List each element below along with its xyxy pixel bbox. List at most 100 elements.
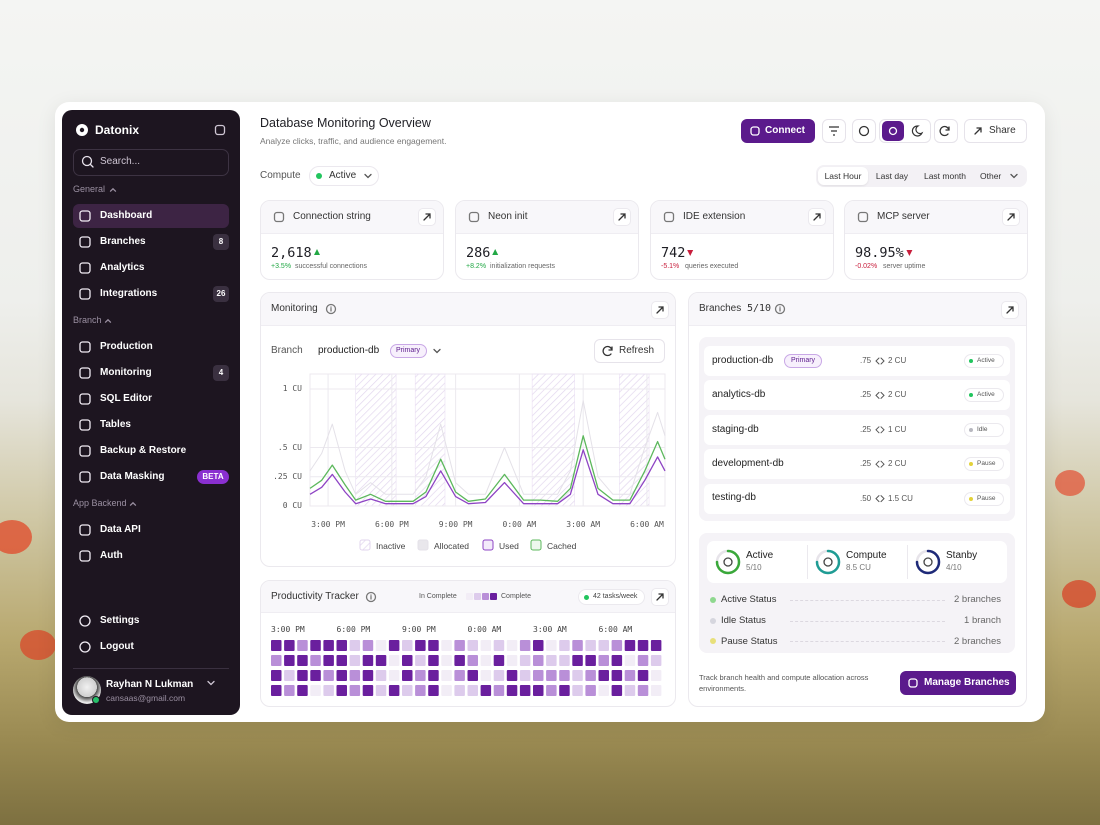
nav-active <box>73 204 229 228</box>
y-tick-label: 1 CU <box>282 384 302 394</box>
poppy <box>20 630 56 660</box>
nav-item[interactable]: Data API <box>100 523 141 535</box>
nav-item[interactable]: Settings <box>100 614 140 626</box>
stat-value: 286 <box>466 244 491 261</box>
filter-button[interactable] <box>822 119 846 143</box>
compute-select[interactable] <box>309 166 379 186</box>
branch-row[interactable] <box>704 483 1010 514</box>
panel-open[interactable] <box>651 588 669 606</box>
time-filter[interactable]: Last Hour <box>824 170 862 181</box>
nav-item[interactable]: Auth <box>100 549 123 561</box>
x-tick-label: 6:00 AM <box>630 520 664 530</box>
page-subtitle: Analyze clicks, traffic, and audience en… <box>260 135 447 146</box>
nav-item[interactable]: Branches <box>100 235 146 247</box>
nav-item[interactable]: SQL Editor <box>100 392 153 404</box>
nav-item[interactable]: Backup & Restore <box>100 444 187 456</box>
primary-badge-text: Primary <box>790 356 816 364</box>
tasks-badge: 42 tasks/week <box>593 592 638 600</box>
manage-button[interactable] <box>900 671 1016 695</box>
branch-row[interactable] <box>704 346 1010 376</box>
branch-ratio: .25 <box>860 390 872 400</box>
status-dot <box>969 462 973 467</box>
y-tick-label: .25 CU <box>273 471 302 481</box>
status-pill <box>964 422 1004 437</box>
nav-badge <box>213 365 229 381</box>
primary-badge <box>784 354 822 368</box>
summary-value: 8.5 CU <box>846 563 871 573</box>
branch-ratio: .25 <box>860 424 872 434</box>
status-dot <box>969 427 973 432</box>
x-tick-label: 3:00 AM <box>566 520 601 530</box>
nav-item[interactable]: Data Masking <box>100 470 165 482</box>
panel-title: Branches <box>699 302 742 314</box>
user-name: Rayhan N Lukman <box>106 678 194 690</box>
time-filter-group <box>816 165 1027 187</box>
nav-item[interactable]: Logout <box>100 640 134 652</box>
nav-badge-text: 8 <box>218 237 224 247</box>
branch-row[interactable] <box>704 380 1010 411</box>
branch-count: 5/10 <box>747 302 772 314</box>
section-title: Branch <box>73 315 102 326</box>
refresh-label: Refresh <box>619 344 655 356</box>
stat-open[interactable] <box>1002 208 1020 226</box>
compute-label: Compute <box>260 169 301 181</box>
column-label: 6:00 AM <box>598 625 633 635</box>
status-pill <box>964 457 1004 472</box>
stat-card-header <box>651 201 833 234</box>
light-button[interactable] <box>882 121 904 141</box>
share-button[interactable] <box>964 119 1027 143</box>
primary-badge <box>390 344 427 358</box>
time-filter-active <box>818 167 868 185</box>
monitoring-header <box>261 293 675 326</box>
status-dot <box>710 638 716 645</box>
nav-item[interactable]: Dashboard <box>100 209 153 221</box>
nav-item[interactable]: Integrations <box>100 287 158 299</box>
share-label: Share <box>989 124 1016 136</box>
branch-footer: Track branch health and compute allocati… <box>699 673 869 693</box>
nav-item[interactable]: Production <box>100 340 153 352</box>
online-dot <box>92 696 100 704</box>
tasks-dot <box>584 595 589 600</box>
stat-title: IDE extension <box>683 210 746 222</box>
user-email: cansaas@gmail.com <box>106 692 186 703</box>
manage-label: Manage Branches <box>924 676 1010 688</box>
branch-compute: 2 CU <box>888 459 907 469</box>
stat-open[interactable] <box>613 208 631 226</box>
branch-name: production-db <box>712 354 774 366</box>
nav-badge-text: 26 <box>216 289 226 299</box>
branch-row[interactable] <box>704 414 1010 445</box>
bell-button[interactable] <box>852 119 876 143</box>
time-filter[interactable]: Other <box>980 170 1002 181</box>
column-label: 3:00 AM <box>533 625 567 635</box>
branch-row[interactable] <box>704 449 1010 480</box>
panel-open[interactable] <box>1001 301 1019 319</box>
time-filter[interactable]: Last day <box>875 170 909 181</box>
stat-value: 98.95% <box>855 244 904 261</box>
nav-item[interactable]: Monitoring <box>100 366 152 378</box>
refresh-chart[interactable] <box>594 339 665 363</box>
search-box[interactable] <box>73 149 229 176</box>
nav-item[interactable]: Analytics <box>100 261 145 273</box>
stat-open[interactable] <box>808 208 826 226</box>
stat-open[interactable] <box>418 208 436 226</box>
column-label: 9:00 PM <box>402 625 436 635</box>
branch-compute: 2 CU <box>888 390 907 400</box>
nav-item[interactable]: Tables <box>100 418 131 430</box>
summary-label: Compute <box>846 549 887 561</box>
legend-high: Complete <box>501 592 531 600</box>
sidebar-divider <box>73 668 229 669</box>
refresh-button[interactable] <box>934 119 958 143</box>
legend-label: Allocated <box>434 540 469 551</box>
beta-tag-text: BETA <box>202 472 224 482</box>
time-filter[interactable]: Last month <box>923 170 967 181</box>
summary-value: 5/10 <box>746 563 762 573</box>
sidebar <box>62 110 240 715</box>
nav-badge <box>213 286 229 302</box>
stat-title: MCP server <box>877 210 930 222</box>
status-value: 2 branches <box>953 635 1001 647</box>
status-dot <box>969 359 973 363</box>
panel-open[interactable] <box>651 301 669 319</box>
stat-delta: -5.1% <box>661 262 680 270</box>
panel-title: Productivity Tracker <box>271 590 359 602</box>
